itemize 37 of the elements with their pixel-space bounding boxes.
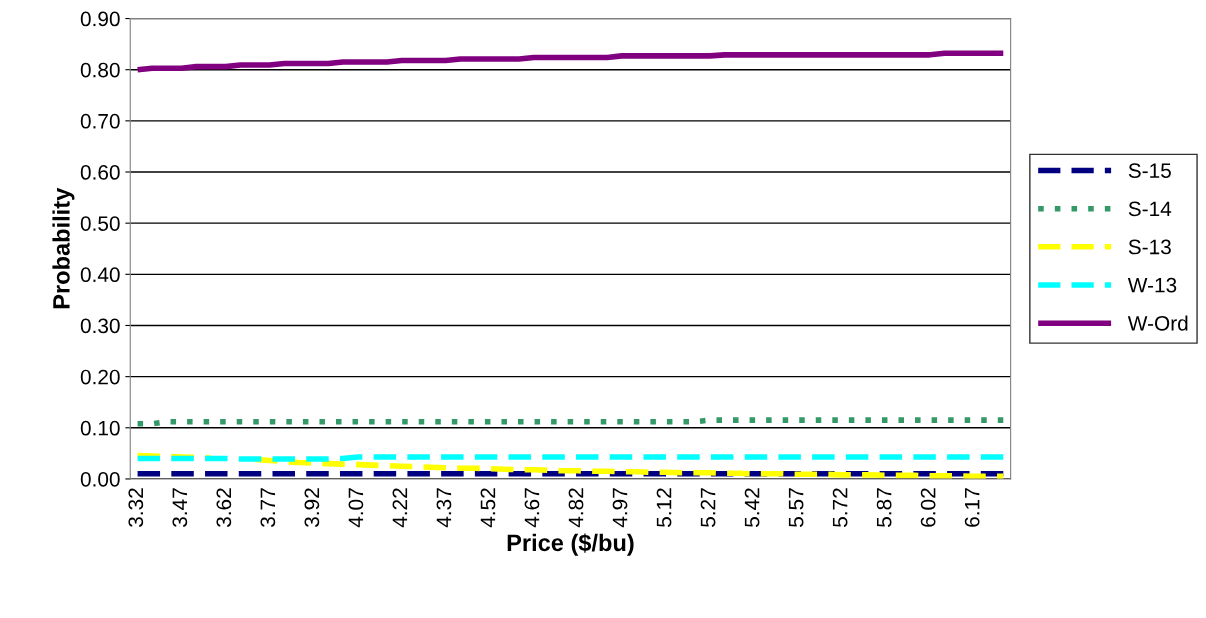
- x-tick-label: 4.37: [436, 488, 452, 528]
- x-tick-label: 4.82: [568, 488, 584, 528]
- y-tick-label: 0.60: [80, 165, 120, 180]
- y-tick-label: 0.70: [80, 113, 120, 129]
- x-tick-label: 4.52: [480, 488, 496, 528]
- y-axis-title: Probability: [52, 187, 75, 309]
- x-tick-label: 4.07: [348, 488, 364, 528]
- x-tick-label: 3.62: [216, 488, 232, 528]
- y-tick-label: 0.50: [80, 216, 120, 231]
- y-tick-label: 0.30: [80, 318, 120, 334]
- x-tick-label: 4.67: [524, 488, 540, 528]
- y-tick-label: 0.00: [80, 471, 120, 487]
- x-tick-label: 4.97: [612, 488, 628, 528]
- x-tick-label: 3.32: [128, 488, 144, 528]
- x-tick-label: 5.12: [656, 488, 672, 527]
- x-tick-label: 5.27: [700, 488, 716, 527]
- x-tick-label: 3.47: [172, 488, 188, 528]
- x-tick-label: 5.87: [876, 488, 892, 527]
- legend-label: S-15: [1128, 163, 1171, 178]
- x-tick-label: 5.72: [832, 488, 848, 527]
- legend-label: W-13: [1127, 277, 1177, 293]
- y-tick-label: 0.20: [80, 369, 120, 385]
- x-tick-label: 6.02: [920, 488, 936, 527]
- legend-label: W-Ord: [1127, 315, 1188, 331]
- x-tick-label: 3.92: [304, 488, 320, 528]
- x-axis-title: Price ($/bu): [507, 533, 634, 556]
- legend-label: S-13: [1128, 239, 1171, 255]
- y-tick-label: 0.80: [80, 62, 120, 78]
- x-tick-label: 5.42: [744, 488, 760, 527]
- legend-label: S-14: [1128, 201, 1172, 217]
- x-tick-label: 4.22: [392, 488, 408, 528]
- y-tick-label: 0.10: [80, 420, 120, 436]
- x-tick-label: 6.17: [964, 488, 980, 527]
- x-tick-label: 3.77: [260, 488, 276, 528]
- y-tick-label: 0.40: [80, 267, 120, 283]
- x-tick-label: 5.57: [788, 488, 804, 527]
- y-tick-label: 0.90: [80, 11, 120, 27]
